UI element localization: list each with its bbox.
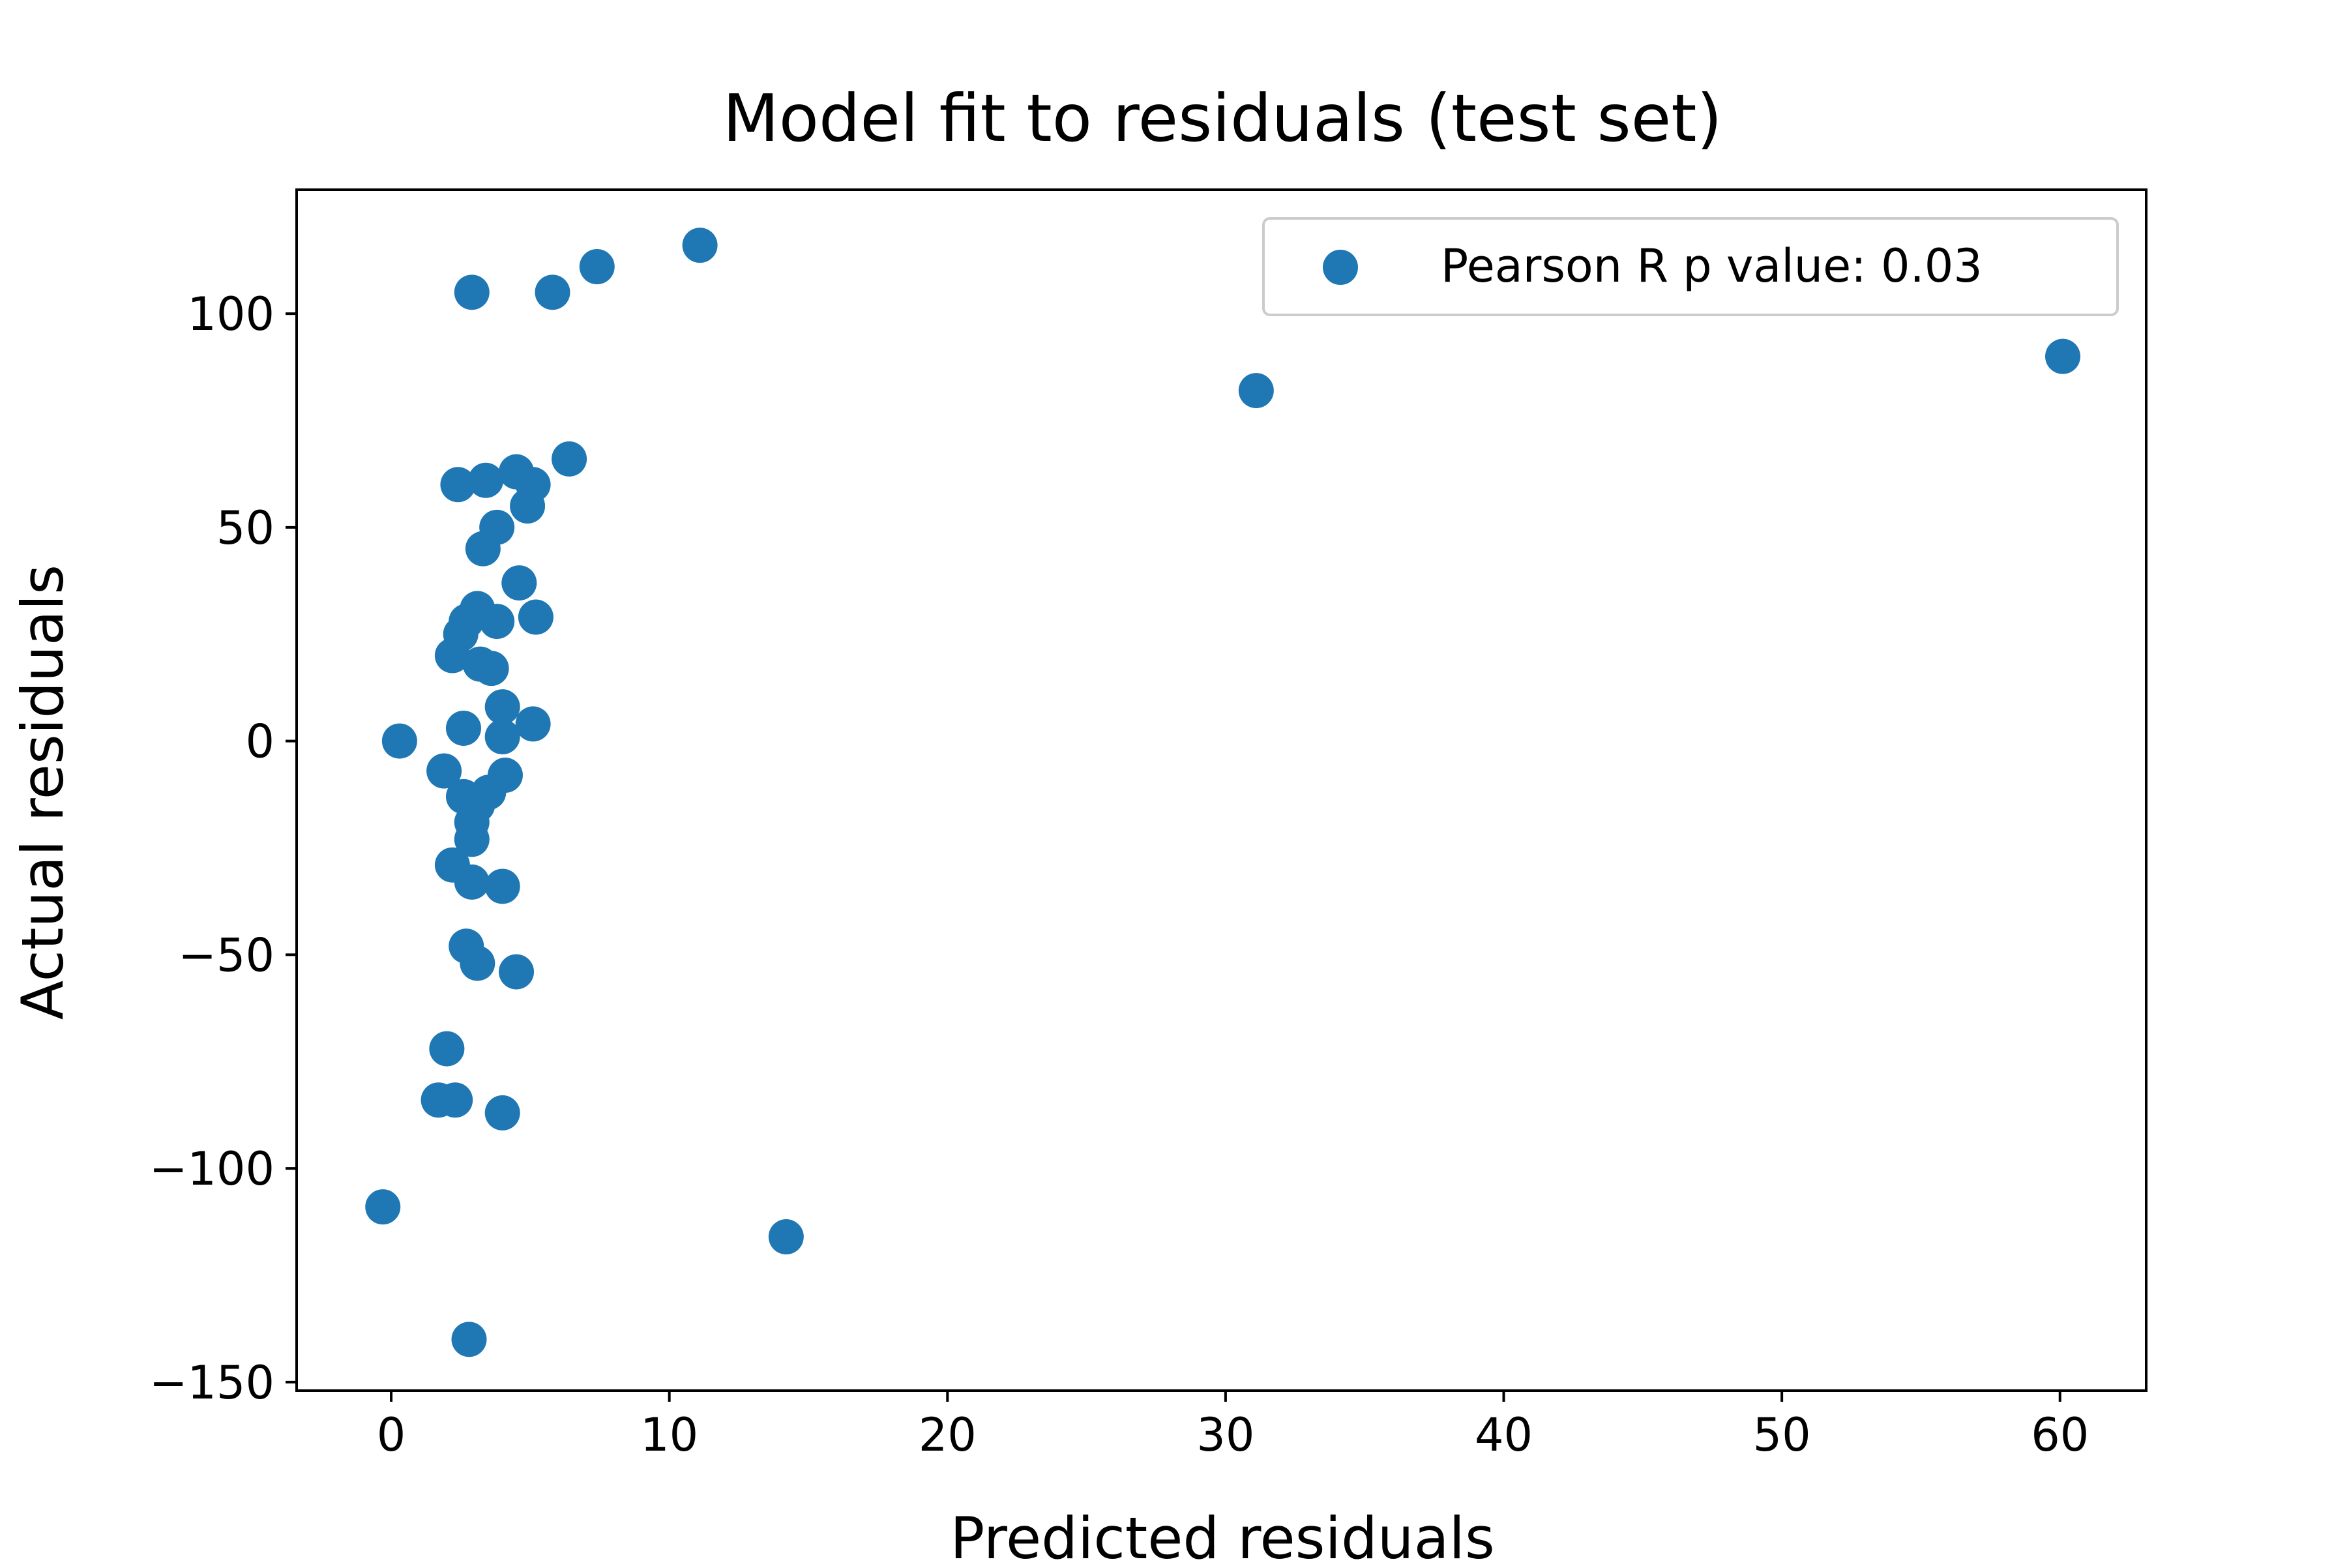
- data-point: [552, 441, 587, 477]
- data-point: [768, 1219, 804, 1255]
- x-tick-label: 10: [640, 1408, 698, 1462]
- data-point: [682, 228, 718, 263]
- data-point: [479, 604, 515, 640]
- data-point: [579, 248, 615, 284]
- legend-label: Pearson R p value: 0.03: [1441, 239, 1983, 293]
- data-point: [484, 689, 520, 725]
- data-point: [501, 565, 537, 601]
- y-tick-label: −100: [149, 1142, 274, 1196]
- scatter-points: [365, 228, 2081, 1357]
- y-tick-label: 100: [187, 288, 274, 341]
- data-point: [515, 706, 551, 742]
- data-point: [473, 651, 509, 687]
- data-point: [381, 723, 417, 759]
- y-axis-ticks: 100 50 0 −50 −100 −150: [149, 288, 297, 1410]
- data-point: [499, 954, 535, 990]
- data-point: [454, 274, 490, 310]
- data-point: [454, 864, 490, 900]
- data-point: [454, 821, 490, 857]
- y-axis-label: Actual residuals: [9, 565, 76, 1020]
- data-point: [468, 462, 504, 498]
- data-point: [440, 467, 476, 503]
- data-point: [535, 274, 570, 310]
- x-tick-label: 50: [1753, 1408, 1811, 1462]
- x-tick-label: 20: [919, 1408, 977, 1462]
- x-tick-label: 0: [377, 1408, 406, 1462]
- data-point: [518, 599, 554, 635]
- legend-box: [1262, 217, 2119, 316]
- data-point: [460, 945, 495, 981]
- data-point: [451, 1322, 487, 1357]
- x-tick-label: 30: [1196, 1408, 1254, 1462]
- x-tick-label: 60: [2031, 1408, 2089, 1462]
- data-point: [484, 1095, 520, 1131]
- data-point: [365, 1189, 401, 1225]
- data-point: [434, 638, 470, 673]
- legend-marker: [1323, 250, 1358, 285]
- data-point: [2045, 338, 2081, 374]
- x-axis-label: Predicted residuals: [950, 1505, 1495, 1565]
- chart-title: Model fit to residuals (test set): [722, 80, 1722, 156]
- data-point: [445, 710, 481, 746]
- x-tick-label: 40: [1475, 1408, 1533, 1462]
- data-point: [429, 1031, 465, 1067]
- data-point: [484, 868, 520, 904]
- y-tick-label: 50: [216, 501, 274, 555]
- y-tick-label: 0: [245, 715, 274, 769]
- data-point: [437, 1082, 473, 1118]
- data-point: [484, 719, 520, 755]
- plot-area-frame: [295, 188, 2148, 1392]
- data-point: [426, 753, 462, 789]
- data-point: [465, 531, 501, 567]
- x-axis-ticks: 0 10 20 30 40 50 60: [377, 1391, 2089, 1462]
- data-point: [510, 488, 546, 524]
- y-tick-label: −150: [149, 1356, 274, 1410]
- data-point: [1238, 373, 1274, 409]
- legend[interactable]: Pearson R p value: 0.03: [1262, 217, 2119, 316]
- y-tick-label: −50: [178, 928, 274, 982]
